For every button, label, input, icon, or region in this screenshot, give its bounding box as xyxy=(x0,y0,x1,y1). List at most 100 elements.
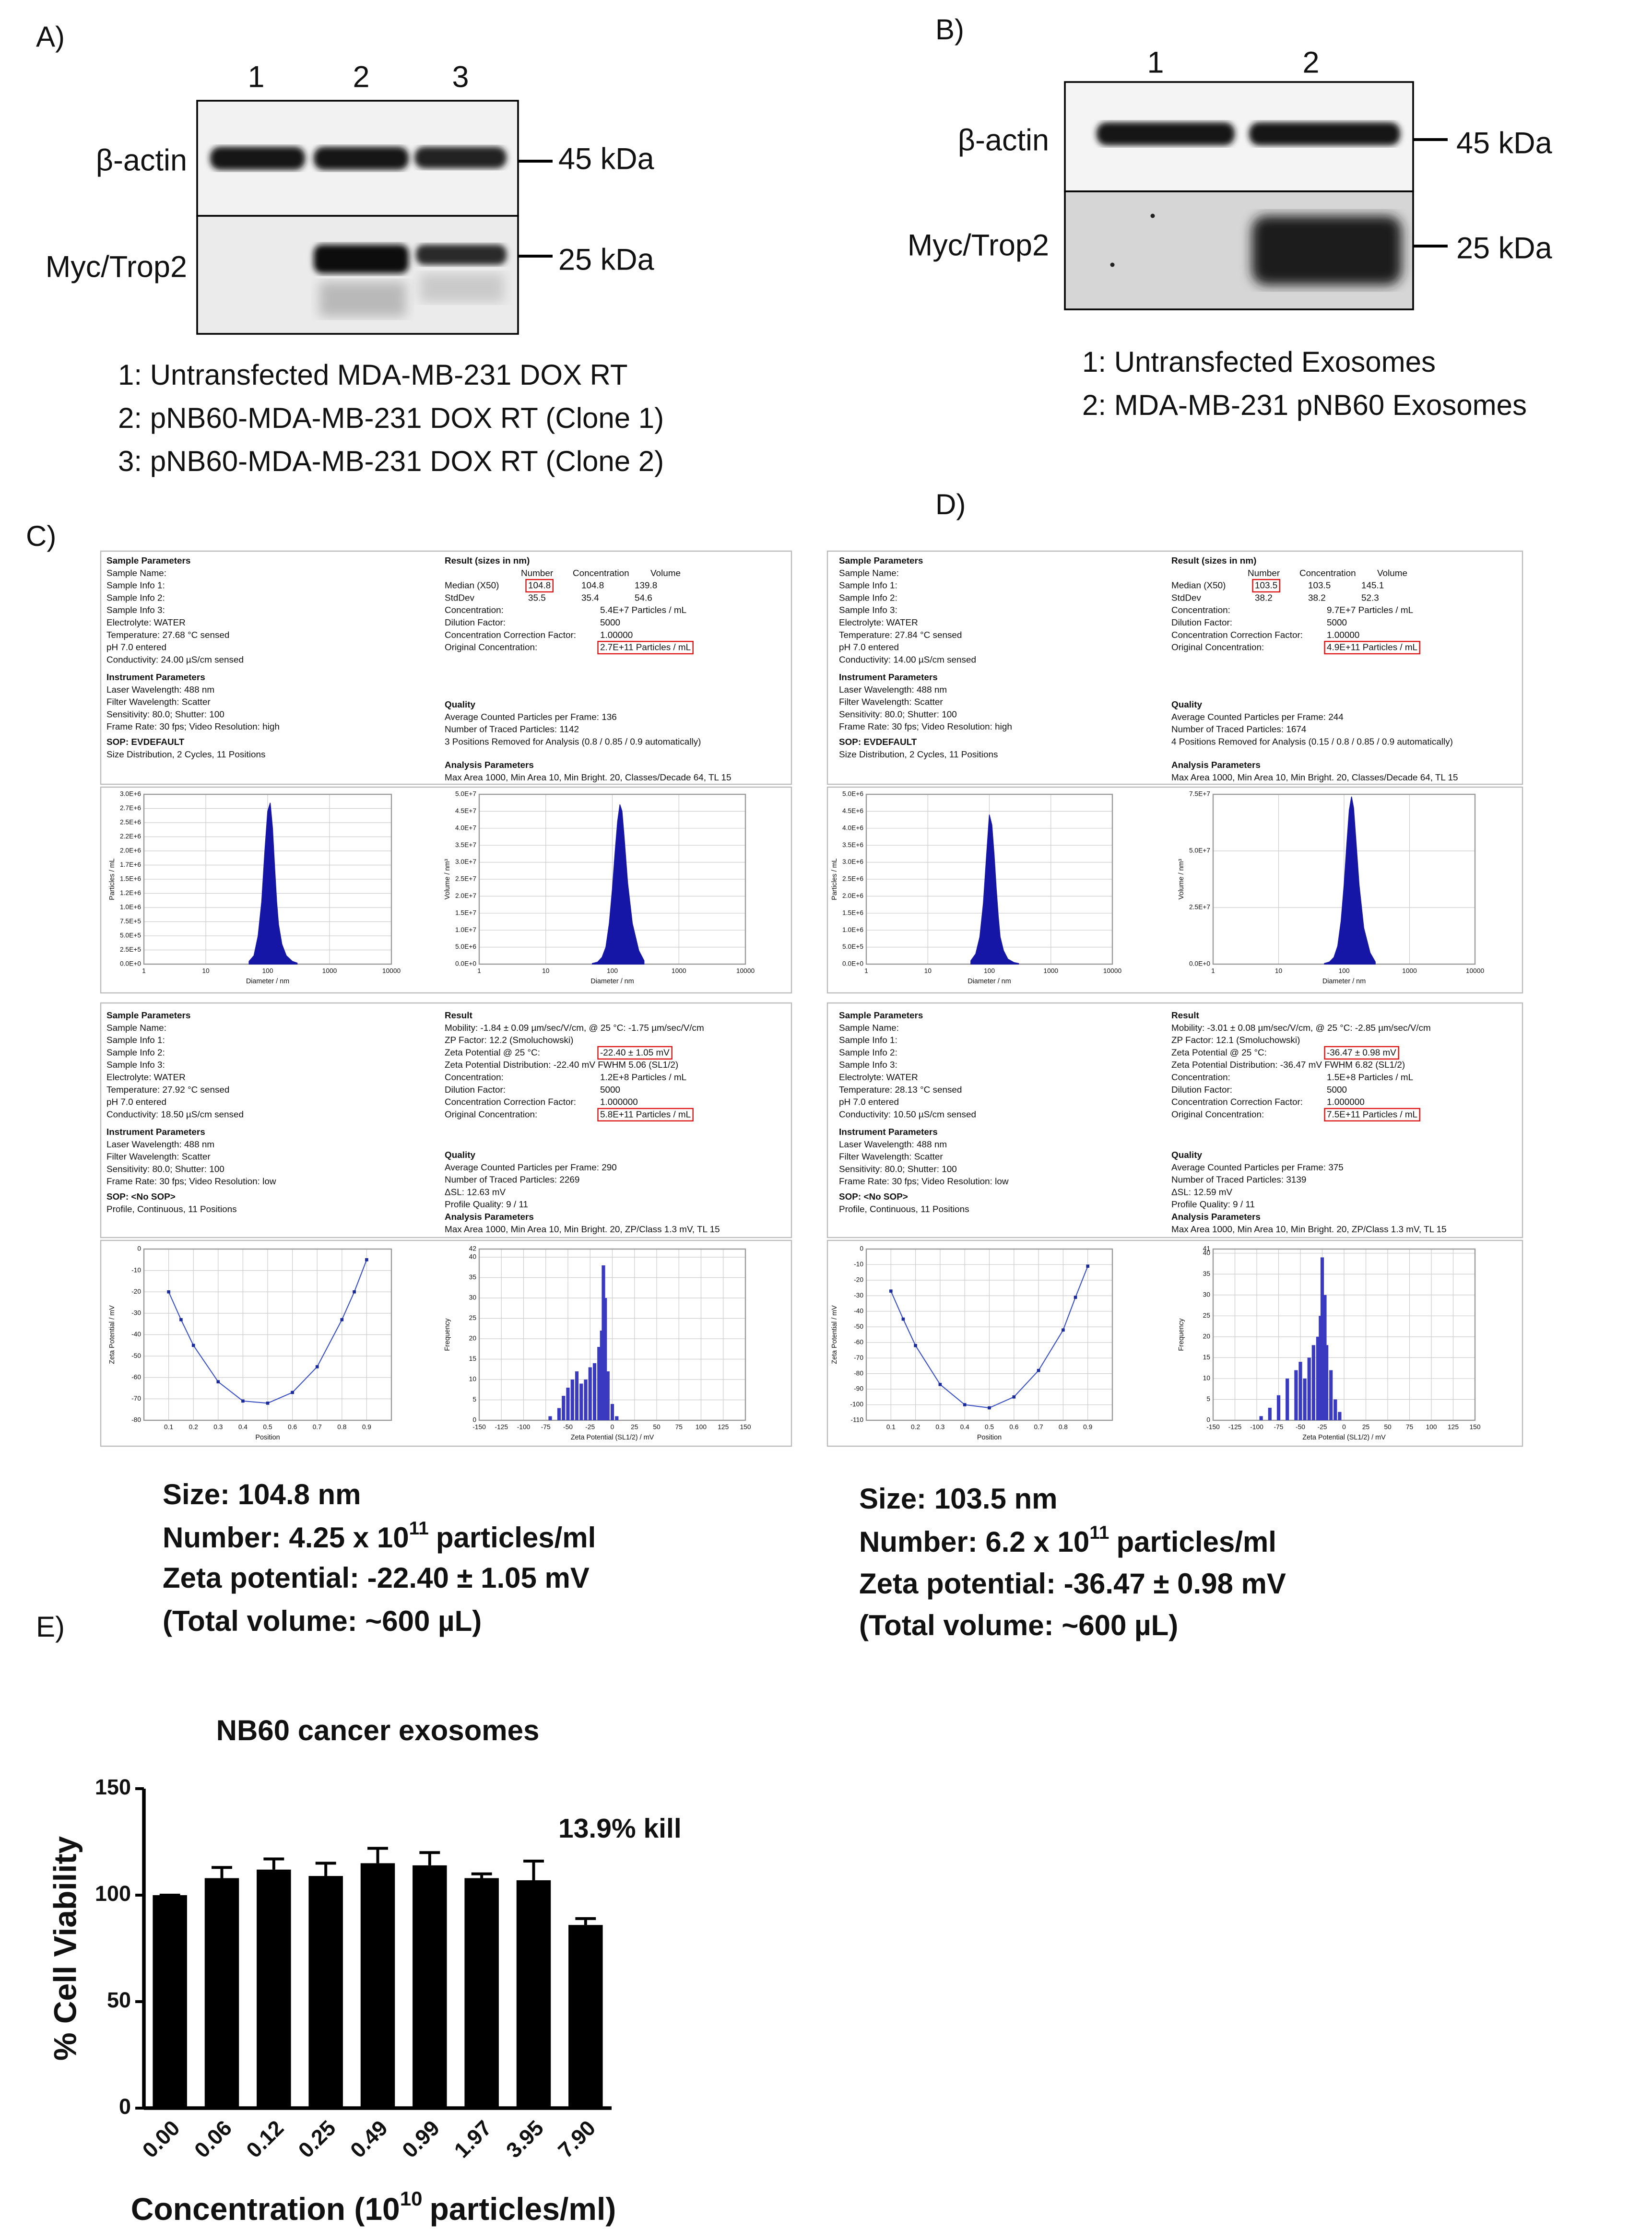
report-value: Zeta Potential Distribution: -22.40 mV F… xyxy=(445,1060,678,1070)
y-tick-label: -70 xyxy=(131,1395,141,1402)
bar xyxy=(600,1331,603,1420)
x-tick-label: 0.25 xyxy=(294,2115,341,2162)
x-tick-label: -125 xyxy=(495,1424,508,1431)
legend-line: 2: pNB60-MDA-MB-231 DOX RT (Clone 1) xyxy=(118,402,664,434)
lane-label: 3 xyxy=(452,60,469,94)
profile-point xyxy=(1037,1368,1040,1372)
y-axis-label: Frequency xyxy=(1178,1318,1185,1351)
report-value: 2.7E+11 Particles / mL xyxy=(600,643,691,653)
bar xyxy=(610,1404,614,1420)
report-value: Median (X50) xyxy=(445,581,499,591)
bar xyxy=(516,1880,551,2108)
report-value: Max Area 1000, Min Area 10, Min Bright. … xyxy=(445,773,731,783)
report-value: 9.7E+7 Particles / mL xyxy=(1327,605,1413,615)
y-axis-label: Zeta Potential / mV xyxy=(108,1305,116,1364)
report-value: Number of Traced Particles: 2269 xyxy=(445,1175,579,1185)
y-tick-label: 25 xyxy=(469,1314,477,1321)
x-tick-label: 0.00 xyxy=(138,2115,185,2162)
report-heading: SOP: <No SOP> xyxy=(106,1192,176,1202)
report-frames xyxy=(100,550,1523,1447)
report-line: Filter Wavelength: Scatter xyxy=(839,1152,943,1162)
panel-label: D) xyxy=(935,488,966,520)
plot-frame xyxy=(1212,1248,1476,1421)
bar xyxy=(548,1416,552,1420)
profile-point xyxy=(938,1383,942,1386)
summary-zeta: Zeta potential: -36.47 ± 0.98 mV xyxy=(859,1568,1286,1600)
x-tick-label: 0.49 xyxy=(345,2115,392,2162)
report-value: ΔSL: 12.59 mV xyxy=(1171,1187,1232,1197)
report-value: Median (X50) xyxy=(1171,581,1226,591)
report-line: Conductivity: 14.00 µS/cm sensed xyxy=(839,655,976,665)
x-axis-label: Zeta Potential (SL1/2) / mV xyxy=(1302,1434,1386,1441)
report-value: Concentration xyxy=(1299,568,1356,578)
x-tick-label: -50 xyxy=(563,1424,573,1431)
x-axis-label: Diameter / nm xyxy=(246,978,289,985)
bar xyxy=(204,1878,239,2108)
report-value: Concentration Correction Factor: xyxy=(445,630,576,640)
x-tick-label: 0.8 xyxy=(337,1424,346,1431)
panel-label: B) xyxy=(935,13,964,46)
x-tick-label: -100 xyxy=(1250,1424,1263,1431)
report-value: 52.3 xyxy=(1361,593,1379,603)
y-axis-label: Particles / mL xyxy=(108,858,116,900)
profile-point xyxy=(340,1318,344,1321)
x-tick-label: 1000 xyxy=(672,967,686,975)
report-value: 145.1 xyxy=(1361,581,1384,591)
report-value: Concentration xyxy=(573,568,629,578)
report-value: 5000 xyxy=(1327,618,1347,628)
report-heading: Quality xyxy=(1171,700,1203,710)
report-value: Original Concentration: xyxy=(1171,643,1264,653)
summary-number: Number: 4.25 x 1011 particles/ml xyxy=(163,1518,596,1554)
summary-number-unit: particles/ml xyxy=(1116,1526,1276,1558)
report-line: Frame Rate: 30 fps; Video Resolution: hi… xyxy=(106,722,280,732)
report-line: Sensitivity: 80.0; Shutter: 100 xyxy=(106,709,224,719)
highlight-box xyxy=(597,1108,694,1121)
x-axis-label: Concentration (1010 particles/ml) xyxy=(131,2187,616,2227)
report-line: Size Distribution, 2 Cycles, 11 Position… xyxy=(106,750,265,760)
x-tick-label: 10 xyxy=(202,967,210,975)
y-tick-label: -60 xyxy=(854,1338,863,1345)
x-tick-label: 75 xyxy=(675,1424,683,1431)
plot-frame xyxy=(865,1248,1113,1421)
report-value: Max Area 1000, Min Area 10, Min Bright. … xyxy=(445,1225,720,1235)
report-heading: Analysis Parameters xyxy=(445,1212,534,1222)
profile-point xyxy=(167,1290,170,1294)
report-value: 4.9E+11 Particles / mL xyxy=(1327,643,1417,653)
y-tick-label: -20 xyxy=(131,1288,141,1295)
y-tick-label: 15 xyxy=(1203,1354,1211,1361)
highlight-box xyxy=(597,641,694,655)
x-tick-label: 100 xyxy=(262,967,273,975)
report-value: Zeta Potential @ 25 °C: xyxy=(445,1048,540,1058)
report-line: Electrolyte: WATER xyxy=(106,1073,186,1083)
report-line: pH 7.0 entered xyxy=(839,1097,899,1108)
y-tick-label: -10 xyxy=(131,1266,141,1274)
y-tick-label: 0 xyxy=(137,1245,141,1252)
bar xyxy=(360,1863,395,2108)
profile-point xyxy=(988,1406,991,1410)
y-tick-label: 3.0E+7 xyxy=(455,858,476,865)
report-value: Concentration Correction Factor: xyxy=(1171,1097,1303,1108)
summary-size: Size: 103.5 nm xyxy=(859,1483,1058,1515)
distribution-area xyxy=(591,804,645,965)
y-tick-label: 5 xyxy=(472,1396,476,1403)
x-tick-label: -25 xyxy=(1318,1424,1327,1431)
y-tick-label: -40 xyxy=(131,1331,141,1338)
y-tick-label: -50 xyxy=(854,1323,863,1330)
summary-volume: (Total volume: ~600 µL) xyxy=(859,1609,1178,1641)
y-tick-label: 2.0E+6 xyxy=(842,892,863,899)
report-heading: Analysis Parameters xyxy=(445,760,534,770)
report-value: Original Concentration: xyxy=(445,1109,537,1120)
x-tick-label: 0.5 xyxy=(263,1424,272,1431)
report-value: StdDev xyxy=(1171,593,1202,603)
profile-point xyxy=(365,1258,368,1262)
x-tick-label: 0.6 xyxy=(1009,1424,1018,1431)
y-tick-label: 2.5E+7 xyxy=(455,875,476,883)
report-value: 104.8 xyxy=(528,581,551,591)
x-tick-label: 1 xyxy=(1211,967,1215,975)
summary-number: Number: 6.2 x 1011 particles/ml xyxy=(859,1522,1276,1558)
bar xyxy=(1298,1362,1302,1420)
bar xyxy=(308,1876,343,2108)
report-line: Sample Info 2: xyxy=(839,1048,897,1058)
report-value: Mobility: -1.84 ± 0.09 µm/sec/V/cm, @ 25… xyxy=(445,1023,704,1033)
y-tick-label: 2.2E+6 xyxy=(120,833,141,840)
